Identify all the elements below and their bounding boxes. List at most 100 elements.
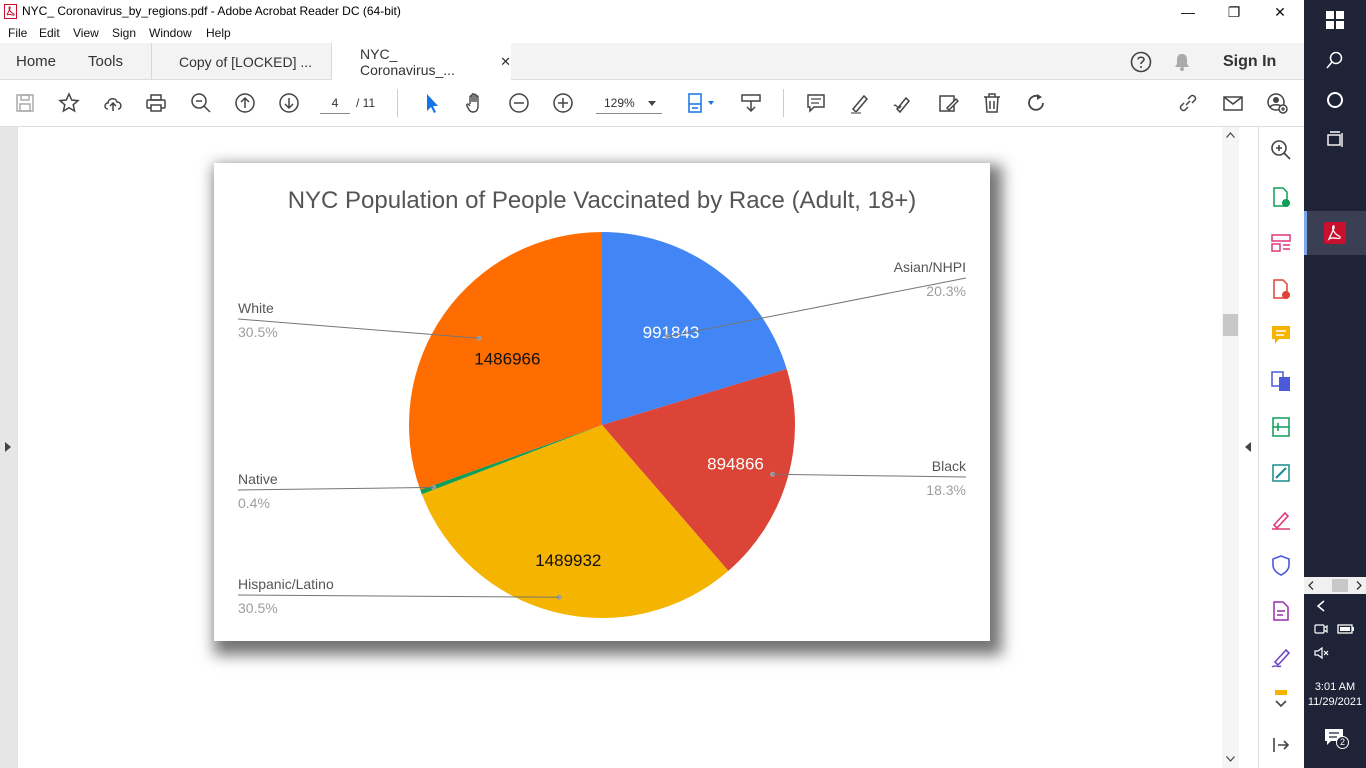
- fill-sign-icon[interactable]: [1268, 506, 1294, 532]
- comment-tool-icon[interactable]: [1268, 322, 1294, 348]
- forms-icon[interactable]: [1268, 598, 1294, 624]
- organize-pages-icon[interactable]: [1268, 230, 1294, 256]
- page-total-label: / 11: [356, 96, 376, 110]
- data-label-asian-nhpi: 991843: [643, 323, 700, 342]
- email-envelope-icon[interactable]: [1221, 91, 1245, 115]
- task-view-icon[interactable]: [1304, 120, 1366, 160]
- zoom-level-select[interactable]: 129%: [596, 92, 662, 114]
- previous-page-icon[interactable]: [233, 91, 257, 115]
- acrobat-pdf-icon: [4, 4, 17, 19]
- windows-start-icon[interactable]: [1304, 0, 1366, 40]
- rotate-icon[interactable]: [1024, 91, 1048, 115]
- signature-icon[interactable]: [1268, 644, 1294, 670]
- menu-window[interactable]: Window: [149, 26, 192, 40]
- delete-trash-icon[interactable]: [980, 91, 1004, 115]
- tab-tools[interactable]: Tools: [88, 53, 124, 70]
- comment-icon[interactable]: [804, 91, 828, 115]
- menu-edit[interactable]: Edit: [39, 26, 60, 40]
- meet-now-icon[interactable]: [1314, 622, 1328, 636]
- export-pdf-icon[interactable]: [1268, 184, 1294, 210]
- legend-label-native: Native: [238, 471, 278, 487]
- protect-shield-icon[interactable]: [1268, 552, 1294, 578]
- collapse-pane-icon[interactable]: [1268, 732, 1294, 758]
- search-zoom-icon[interactable]: [1268, 137, 1294, 163]
- notification-bell-icon[interactable]: [1172, 52, 1192, 72]
- scrollbar-thumb[interactable]: [1223, 314, 1238, 336]
- tab-document-locked-copy[interactable]: Copy of [LOCKED] ...: [151, 43, 331, 80]
- left-panel-expand-icon[interactable]: [4, 441, 12, 453]
- tab-bar: Home Tools Copy of [LOCKED] ... NYC_ Cor…: [0, 43, 1304, 80]
- edit-text-icon[interactable]: [936, 91, 960, 115]
- menu-view[interactable]: View: [73, 26, 99, 40]
- acrobat-icon: [1324, 222, 1346, 244]
- scroll-up-arrow-icon[interactable]: [1226, 132, 1235, 138]
- tab-document-nyc[interactable]: NYC_ Coronavirus_... ✕: [331, 43, 511, 80]
- clock-time: 3:01 AM: [1314, 681, 1356, 693]
- zoom-out-icon[interactable]: [507, 91, 531, 115]
- next-page-icon[interactable]: [277, 91, 301, 115]
- pie-slice-asian-nhpi: [602, 232, 787, 425]
- menu-bar: File Edit View Sign Window Help: [0, 24, 1304, 43]
- menu-sign[interactable]: Sign: [112, 26, 137, 40]
- vertical-scrollbar[interactable]: [1222, 127, 1239, 768]
- scroll-right-arrow-icon[interactable]: [1356, 581, 1362, 590]
- minimize-button[interactable]: —: [1181, 4, 1195, 20]
- fit-page-icon[interactable]: [684, 91, 718, 115]
- legend-label-white: White: [238, 300, 274, 316]
- pie-slice-native: [420, 425, 602, 495]
- save-icon[interactable]: [13, 91, 37, 115]
- more-tools-chevron-icon[interactable]: [1268, 686, 1294, 712]
- zoom-out-search-icon[interactable]: [189, 91, 213, 115]
- close-window-button[interactable]: ✕: [1274, 3, 1286, 20]
- data-label-black: 894866: [707, 455, 764, 474]
- legend-label-asian-nhpi: Asian/NHPI: [894, 259, 966, 275]
- print-icon[interactable]: [144, 91, 168, 115]
- highlight-pen-icon[interactable]: [848, 91, 872, 115]
- share-link-icon[interactable]: [1176, 91, 1200, 115]
- sign-in-button[interactable]: Sign In: [1223, 53, 1277, 70]
- volume-muted-icon[interactable]: [1314, 646, 1330, 660]
- bookmark-star-icon[interactable]: [57, 91, 81, 115]
- select-cursor-icon[interactable]: [420, 91, 444, 115]
- battery-icon[interactable]: [1337, 623, 1355, 635]
- page-number-input[interactable]: 4: [320, 92, 350, 114]
- title-bar: NYC_ Coronavirus_by_regions.pdf - Adobe …: [0, 0, 1304, 24]
- scroll-down-arrow-icon[interactable]: [1226, 756, 1235, 762]
- chevron-down-icon: [648, 101, 656, 106]
- show-hidden-icons-chevron-icon[interactable]: [1316, 600, 1326, 612]
- hand-tool-icon[interactable]: [463, 91, 487, 115]
- tools-pane: [1258, 127, 1304, 768]
- zoom-in-icon[interactable]: [551, 91, 575, 115]
- leader-line-hispanic-latino: [237, 594, 559, 598]
- tab-close-button[interactable]: ✕: [500, 53, 511, 69]
- scroll-left-arrow-icon[interactable]: [1308, 581, 1314, 590]
- scrolling-mode-icon[interactable]: [739, 91, 763, 115]
- help-icon[interactable]: [1130, 51, 1152, 73]
- add-user-share-icon[interactable]: [1265, 91, 1289, 115]
- acrobat-taskbar-button[interactable]: [1304, 211, 1366, 255]
- draw-freehand-icon[interactable]: [891, 91, 915, 115]
- right-panel-collapse-icon[interactable]: [1244, 441, 1252, 453]
- legend-label-hispanic-latino: Hispanic/Latino: [238, 576, 334, 592]
- menu-help[interactable]: Help: [206, 26, 231, 40]
- percent-label-asian-nhpi: 20.3%: [926, 283, 966, 299]
- create-pdf-icon[interactable]: [1268, 276, 1294, 302]
- pie-chart: 991843 Asian/NHPI 20.3% 894866 Black 18.3% 148…: [237, 232, 967, 618]
- combine-files-icon[interactable]: [1268, 368, 1294, 394]
- toolbar-divider: [783, 89, 784, 117]
- maximize-button[interactable]: ❐: [1227, 3, 1241, 20]
- tray-scrollbar[interactable]: [1304, 577, 1366, 594]
- tab-label: Copy of [LOCKED] ...: [179, 53, 313, 70]
- search-icon[interactable]: [1304, 40, 1366, 80]
- upload-cloud-icon[interactable]: [101, 91, 125, 115]
- compress-pdf-icon[interactable]: [1268, 414, 1294, 440]
- menu-file[interactable]: File: [8, 26, 28, 40]
- cortana-circle-icon[interactable]: [1304, 80, 1366, 120]
- system-clock[interactable]: 3:01 AM 11/29/2021: [1304, 680, 1366, 710]
- toolbar-divider: [397, 89, 398, 117]
- edit-pdf-icon[interactable]: [1268, 460, 1294, 486]
- action-center-button[interactable]: 2: [1324, 728, 1349, 750]
- leader-line-white: [237, 318, 479, 339]
- tray-scroll-thumb[interactable]: [1332, 579, 1348, 592]
- tab-home[interactable]: Home: [16, 53, 57, 70]
